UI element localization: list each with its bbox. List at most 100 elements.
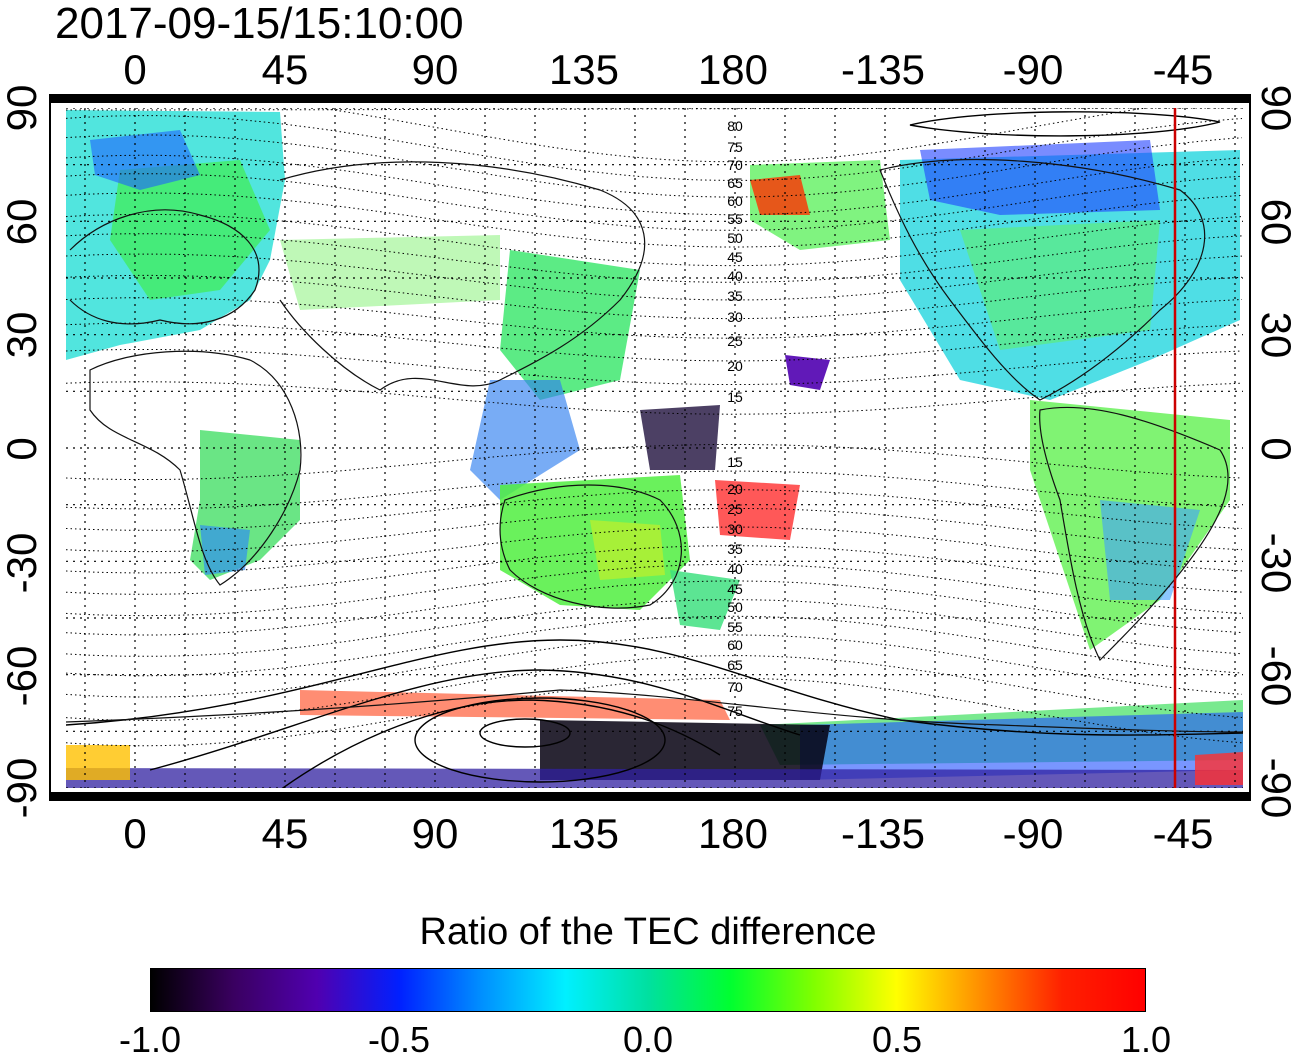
colorbar-tick-label: -0.5 <box>367 1019 431 1060</box>
colorbar <box>150 968 1146 1012</box>
tec-patch-antarctic-blue <box>800 712 1243 780</box>
tec-patch-africa-blue <box>200 525 250 575</box>
mlat-label: 55 <box>727 619 743 635</box>
top-lon-label: 135 <box>549 46 619 93</box>
top-lon-label: 0 <box>123 46 146 93</box>
contour-ring-3 <box>281 699 721 788</box>
left-lat-label: 60 <box>0 199 45 246</box>
auroral-solid-contours <box>66 111 1243 788</box>
mlat-label: 20 <box>727 481 743 497</box>
coastline-europe <box>69 209 260 325</box>
colorbar-tick-label: 0.5 <box>871 1019 923 1060</box>
tec-patch-alaska-red <box>750 175 810 215</box>
mlat-label: 65 <box>727 657 743 673</box>
mlat-contour <box>66 233 1243 283</box>
top-lon-label: -90 <box>1003 46 1064 93</box>
colorbar-tick-label: 1.0 <box>1120 1019 1172 1060</box>
mlat-label: 80 <box>727 118 743 134</box>
timestamp: 2017-09-15/15:10:00 <box>55 0 464 48</box>
coastline-australia <box>499 484 682 609</box>
right-latitude-labels: 90 60 30 0 -30 -60 -90 <box>1253 85 1296 819</box>
tec-patch-southeast-red <box>1195 752 1243 785</box>
tec-patch-new-zealand <box>670 570 740 630</box>
mlat-label: 15 <box>727 454 743 470</box>
bottom-longitude-labels: 0 45 90 135 180 -135 -90 -45 <box>123 810 1213 857</box>
bottom-lon-label: 135 <box>549 810 619 857</box>
right-lat-label: 60 <box>1253 199 1296 246</box>
right-lat-label: 90 <box>1253 85 1296 132</box>
mlat-contour <box>66 444 1243 480</box>
colorbar-tick-label: 0.0 <box>622 1019 674 1060</box>
tec-patch-pacific-dark <box>640 405 720 470</box>
tec-patch-asia <box>280 235 500 310</box>
mlat-contour <box>66 634 1243 698</box>
bottom-lon-label: -45 <box>1153 810 1214 857</box>
mlat-contour <box>66 526 1243 574</box>
bottom-lon-label: 45 <box>262 810 309 857</box>
top-lon-label: -45 <box>1153 46 1214 93</box>
coastline-antarctica <box>66 689 1243 733</box>
tec-patch-indonesia <box>470 380 580 500</box>
tec-patch-south-pole-band <box>66 768 1243 788</box>
mlat-contour <box>66 115 1243 181</box>
left-lat-label: -60 <box>0 646 45 707</box>
left-lat-label: 90 <box>0 85 45 132</box>
contour-ring-1 <box>66 639 1243 736</box>
coastline-asia <box>279 161 646 391</box>
contour-ellipse-inner <box>414 697 666 783</box>
mlat-contour <box>66 615 1243 677</box>
mlat-label: 60 <box>727 193 743 209</box>
mlat-contour <box>66 563 1243 617</box>
mlat-label: 55 <box>727 211 743 227</box>
right-lat-label: -30 <box>1253 533 1296 594</box>
mlat-label: 25 <box>727 501 743 517</box>
mlat-contour <box>66 274 1243 320</box>
right-lat-label: 30 <box>1253 312 1296 359</box>
bottom-lon-label: 0 <box>123 810 146 857</box>
mlat-label: 70 <box>727 679 743 695</box>
mlat-contour <box>66 507 1243 553</box>
tec-patch-canada-blue <box>920 140 1160 215</box>
bottom-lon-label: -90 <box>1003 810 1064 857</box>
contour-north-ellipse <box>909 111 1221 137</box>
top-lon-label: 180 <box>698 46 768 93</box>
tec-patch-usa-green <box>960 220 1160 350</box>
mlat-contour <box>66 655 1243 721</box>
top-lon-label: 90 <box>412 46 459 93</box>
mlat-contour <box>66 322 1243 362</box>
contour-ellipse-core <box>479 718 571 748</box>
tec-patch-scandinavia-blue <box>90 130 200 190</box>
contour-ring-2 <box>149 669 801 771</box>
top-lon-label: 45 <box>262 46 309 93</box>
left-lat-label: -90 <box>0 758 45 819</box>
tec-patch-southwest-yellow <box>66 745 130 780</box>
tec-patch-antarctic-dark <box>540 720 830 780</box>
mlat-label: 40 <box>727 561 743 577</box>
tec-patch-pacific-purple <box>785 355 830 390</box>
colorbar-title: Ratio of the TEC difference <box>419 911 877 953</box>
tec-patch-europe-green <box>110 160 270 300</box>
left-lat-label: -30 <box>0 533 45 594</box>
mlat-label: 75 <box>727 139 743 155</box>
tec-patch-pacific-red <box>715 480 800 540</box>
mlat-label: 35 <box>727 541 743 557</box>
right-lat-label: -90 <box>1253 758 1296 819</box>
tec-map: 0 45 90 135 180 -135 -90 -45 0 45 90 135 180 -135 -90… <box>0 46 1296 857</box>
mlat-label: 60 <box>727 637 743 653</box>
geo-grid <box>66 108 1243 788</box>
mlat-label: 50 <box>727 599 743 615</box>
tec-data-layer <box>66 110 1243 788</box>
mlat-contour <box>66 489 1243 531</box>
mlat-contour <box>66 297 1243 339</box>
mlat-label: 75 <box>727 703 743 719</box>
mlat-label: 35 <box>727 288 743 304</box>
mlat-contour <box>66 349 1243 385</box>
mlat-label: 45 <box>727 581 743 597</box>
mlat-label: 65 <box>727 175 743 191</box>
bottom-border-bar <box>50 792 1250 800</box>
mlat-contour <box>66 545 1243 595</box>
bottom-lon-label: -135 <box>841 810 925 857</box>
mlat-label: 45 <box>727 249 743 265</box>
magnetic-latitude-labels: 80 75 70 65 60 55 50 45 40 35 30 25 20 15 15 20 25 30 35 40… <box>727 118 743 719</box>
mlat-label: 25 <box>727 333 743 349</box>
